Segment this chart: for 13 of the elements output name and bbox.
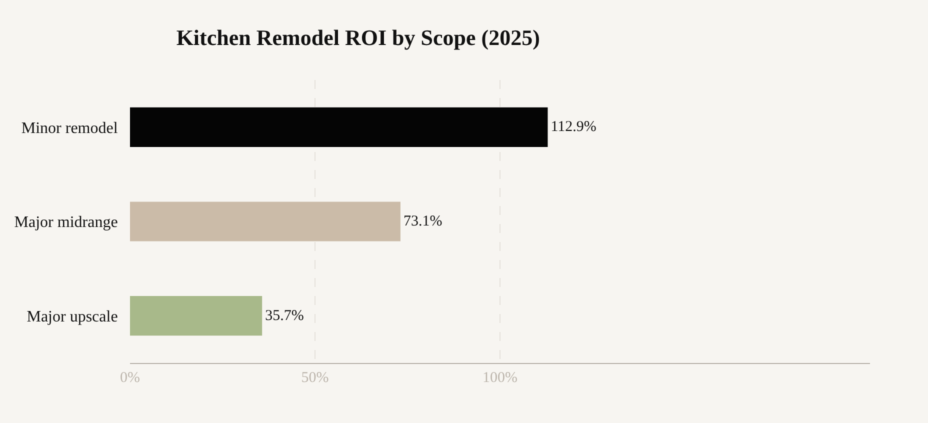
y-tick-label: Major upscale xyxy=(26,308,118,326)
data-label: 73.1% xyxy=(403,214,442,230)
bar xyxy=(130,107,548,147)
y-tick-label: Major midrange xyxy=(14,214,118,232)
chart-title: Kitchen Remodel ROI by Scope (2025) xyxy=(176,25,540,50)
x-tick-label: 50% xyxy=(301,370,329,386)
x-tick-label: 100% xyxy=(482,370,518,386)
bar xyxy=(130,296,262,336)
x-tick-label: 0% xyxy=(120,370,140,386)
bar xyxy=(130,202,400,242)
data-label: 112.9% xyxy=(550,119,596,136)
data-label: 35.7% xyxy=(265,308,304,324)
y-tick-label: Minor remodel xyxy=(21,120,118,137)
